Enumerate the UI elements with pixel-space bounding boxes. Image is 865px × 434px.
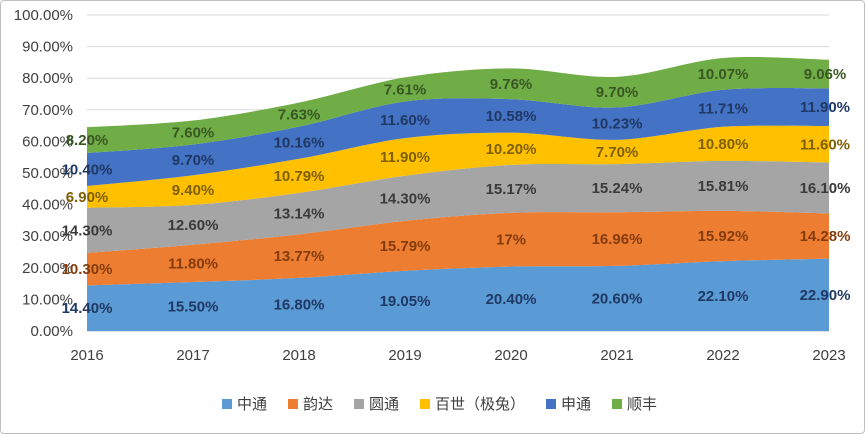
data-labels: 14.40% 15.50% 16.80% 19.05% 20.40% 20.60% 22.1… <box>62 66 851 317</box>
data-label: 7.60% <box>172 125 215 142</box>
legend-label: 圆通 <box>369 395 399 413</box>
data-label: 6.90% <box>66 189 109 206</box>
data-label: 10.40% <box>62 162 113 179</box>
data-label: 15.79% <box>380 238 431 255</box>
legend-item: 韵达 <box>288 395 333 413</box>
y-axis: 0.00% 10.00% 20.00% 30.00% 40.00% 50.00% 60.00… <box>14 7 73 340</box>
x-tick-label: 2023 <box>812 347 845 364</box>
legend-swatch <box>222 399 232 409</box>
legend-swatch <box>546 399 556 409</box>
data-label: 7.61% <box>384 81 427 98</box>
data-label: 15.17% <box>486 181 537 198</box>
area-series-0 <box>87 258 829 331</box>
x-tick-label: 2022 <box>706 347 739 364</box>
y-tick-label: 100.00% <box>14 7 73 24</box>
data-label: 10.16% <box>274 135 325 152</box>
area-series-2 <box>87 160 829 253</box>
data-label: 16.10% <box>800 180 851 197</box>
y-tick-label: 50.00% <box>22 165 73 182</box>
legend-item: 顺丰 <box>612 395 657 413</box>
legend-swatch <box>612 399 622 409</box>
data-label: 22.10% <box>698 288 749 305</box>
area-series-3 <box>87 125 829 208</box>
y-tick-label: 40.00% <box>22 197 73 214</box>
data-label: 15.24% <box>592 180 643 197</box>
data-label: 14.30% <box>380 190 431 207</box>
data-label: 20.40% <box>486 291 537 308</box>
legend-item: 申通 <box>546 395 591 413</box>
x-tick-label: 2020 <box>494 347 527 364</box>
y-tick-label: 90.00% <box>22 39 73 56</box>
legend-label: 顺丰 <box>627 395 657 413</box>
data-label: 20.60% <box>592 290 643 307</box>
y-tick-label: 60.00% <box>22 133 73 150</box>
x-tick-label: 2019 <box>388 347 421 364</box>
y-tick-label: 10.00% <box>22 291 73 308</box>
series-areas <box>87 57 829 331</box>
data-label: 17% <box>496 232 526 249</box>
data-label: 11.90% <box>380 149 430 166</box>
area-series-4 <box>87 87 829 186</box>
data-label: 11.60% <box>800 136 850 153</box>
data-label: 16.80% <box>274 296 325 313</box>
data-label: 10.07% <box>698 66 749 83</box>
legend-label: 申通 <box>561 395 591 413</box>
data-label: 11.60% <box>380 112 430 129</box>
area-series-5 <box>87 57 829 154</box>
data-label: 10.80% <box>698 136 749 153</box>
data-label: 10.23% <box>592 116 643 133</box>
y-tick-label: 30.00% <box>22 228 73 245</box>
data-label: 9.76% <box>490 76 533 93</box>
legend-item: 圆通 <box>354 395 399 413</box>
data-label: 8.20% <box>66 132 109 149</box>
y-tick-label: 70.00% <box>22 102 73 119</box>
data-label: 9.06% <box>804 66 847 83</box>
data-label: 9.70% <box>596 84 639 101</box>
legend-swatch <box>288 399 298 409</box>
data-label: 13.14% <box>274 206 325 223</box>
data-label: 10.58% <box>486 108 537 125</box>
y-tick-label: 80.00% <box>22 70 73 87</box>
legend-item: 中通 <box>222 395 267 413</box>
legend-label: 百世（极兔） <box>435 395 525 413</box>
y-tick-label: 20.00% <box>22 260 73 277</box>
data-label: 13.77% <box>274 248 325 265</box>
legend-item: 百世（极兔） <box>420 395 525 413</box>
data-label: 22.90% <box>800 287 851 304</box>
data-label: 19.05% <box>380 293 431 310</box>
data-label: 10.30% <box>62 261 113 278</box>
data-label: 7.70% <box>596 144 639 161</box>
area-series-1 <box>87 210 829 286</box>
data-label: 14.28% <box>800 228 851 245</box>
x-tick-label: 2016 <box>70 347 103 364</box>
data-label: 12.60% <box>168 217 219 234</box>
data-label: 9.70% <box>172 152 215 169</box>
legend-label: 韵达 <box>303 395 333 413</box>
legend-swatch <box>420 399 430 409</box>
data-label: 11.80% <box>168 255 218 272</box>
x-tick-label: 2017 <box>176 347 209 364</box>
legend-swatch <box>354 399 364 409</box>
legend: 中通 韵达 圆通 百世（极兔） 申通 顺丰 <box>222 395 657 413</box>
data-label: 14.40% <box>62 300 113 317</box>
data-label: 10.20% <box>486 141 537 158</box>
x-tick-label: 2018 <box>282 347 315 364</box>
data-label: 15.92% <box>698 228 749 245</box>
x-axis: 2016 2017 2018 2019 2020 2021 2022 2023 <box>70 347 845 364</box>
data-label: 16.96% <box>592 231 643 248</box>
y-tick-label: 0.00% <box>30 323 73 340</box>
data-label: 9.40% <box>172 182 215 199</box>
x-tick-label: 2021 <box>600 347 633 364</box>
data-label: 15.81% <box>698 178 749 195</box>
data-label: 14.30% <box>62 222 113 239</box>
data-label: 11.90% <box>800 99 850 116</box>
data-label: 7.63% <box>278 107 321 124</box>
data-label: 10.79% <box>274 168 325 185</box>
data-label: 11.71% <box>698 100 748 117</box>
data-label: 15.50% <box>168 299 219 316</box>
legend-label: 中通 <box>237 395 267 413</box>
